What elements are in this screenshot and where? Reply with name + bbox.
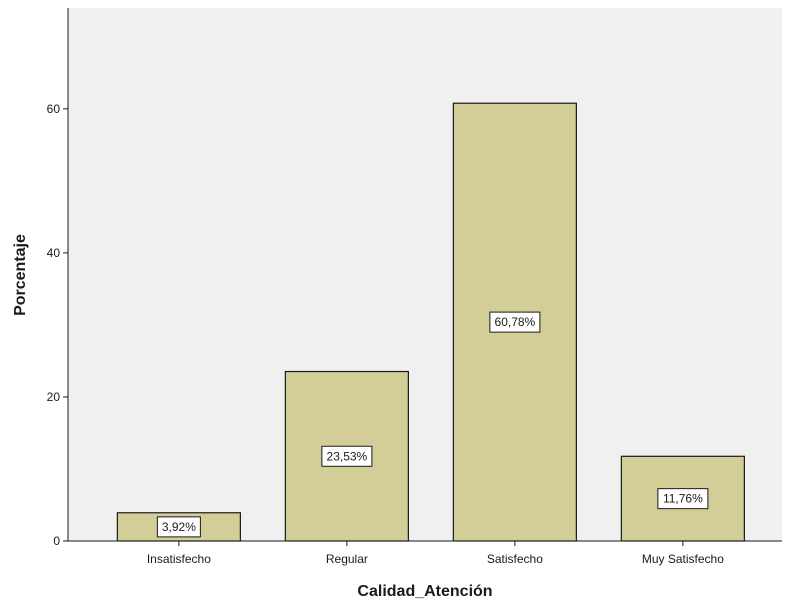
y-axis-title: Porcentaje: [12, 234, 29, 316]
data-label-box: [321, 445, 373, 467]
x-tick-label: Regular: [326, 552, 368, 566]
data-label: 60,78%: [495, 315, 536, 329]
x-tick-label: Satisfecho: [487, 552, 543, 566]
plot-area: [68, 8, 782, 541]
data-label: 11,76%: [663, 492, 703, 506]
data-labels-group: 3,92% 23,53% 60,78% 11,76%: [156, 311, 709, 538]
y-tick-label: 40: [47, 246, 61, 260]
x-tick-label: Muy Satisfecho: [642, 552, 724, 566]
data-label-box: [156, 516, 201, 538]
x-tick-label: Insatisfecho: [147, 552, 211, 566]
data-label: 23,53%: [327, 449, 368, 463]
data-label-box: [489, 311, 541, 333]
x-axis-title: Calidad_Atención: [357, 583, 492, 600]
y-ticks-group: 0 20 40 60: [47, 102, 68, 548]
y-tick-label: 0: [53, 534, 60, 548]
y-tick-label: 60: [47, 102, 61, 116]
data-label-box: [657, 488, 709, 510]
y-tick-label: 20: [47, 390, 61, 404]
x-ticks-group: Insatisfecho Regular Satisfecho Muy Satisfe…: [147, 541, 724, 566]
data-label: 3,92%: [162, 520, 196, 534]
